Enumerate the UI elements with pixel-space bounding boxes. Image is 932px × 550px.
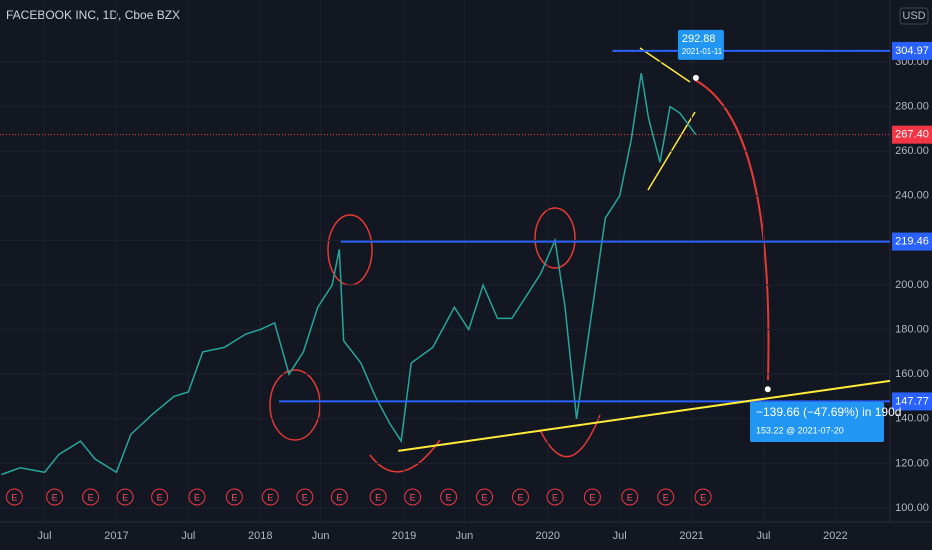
measure-label: 153.22 @ 2021-07-20 [756,425,844,435]
earnings-label: E [336,492,342,502]
level-tag [892,41,932,60]
callout-box [677,29,724,60]
earnings-label: E [52,492,58,502]
earnings-label: E [375,492,381,502]
earnings-marker [476,488,494,506]
x-tick-label: 2019 [392,530,416,542]
earnings-marker [404,488,422,506]
earnings-label: E [517,492,523,502]
earnings-label: E [122,492,128,502]
y-tick-label: 240.00 [895,190,929,202]
y-tick-label: 180.00 [895,323,929,335]
earnings-label: E [482,492,488,502]
target-point [764,386,771,393]
currency: USD [902,10,925,22]
x-tick-label: Jul [181,530,195,542]
x-tick-label: Jun [312,530,330,542]
level-label: 219.46 [895,235,929,247]
level-tag [892,232,932,251]
y-tick-label: 140.00 [895,413,929,425]
earnings-label: E [157,492,163,502]
level-tag [892,392,932,411]
earnings-marker [116,488,134,506]
earnings-marker [621,488,639,506]
earnings-marker [151,488,169,506]
earnings-label: E [231,492,237,502]
earnings-marker [330,488,348,506]
earnings-marker [261,488,279,506]
x-tick-label: 2020 [536,530,560,542]
earnings-marker [694,488,712,506]
level-label: 267.40 [895,129,929,141]
callout-point [692,74,699,81]
level-tag [892,125,932,144]
x-tick-label: 2022 [823,530,847,542]
earnings-label: E [552,492,558,502]
earnings-marker [5,488,23,506]
x-tick-label: 2021 [679,530,703,542]
price-line [1,73,697,476]
earnings-marker [225,488,243,506]
earnings-marker [546,488,564,506]
earnings-marker [188,488,206,506]
y-tick-label: 100.00 [895,502,929,514]
y-tick-label: 260.00 [895,145,929,157]
earnings-label: E [700,492,706,502]
earnings-label: E [267,492,273,502]
x-tick-label: 2017 [104,530,128,542]
y-tick-label: 160.00 [895,368,929,380]
y-tick-label: 280.00 [895,100,929,112]
earnings-label: E [589,492,595,502]
earnings-marker [440,488,458,506]
currency-box [899,7,929,25]
earnings-label: E [88,492,94,502]
callout-value: 292.88 [682,33,716,45]
earnings-marker [657,488,675,506]
earnings-label: E [446,492,452,502]
earnings-marker [511,488,529,506]
trendline [398,379,891,452]
earnings-marker [46,488,64,506]
earnings-label: E [410,492,416,502]
earnings-marker [296,488,314,506]
earnings-label: E [663,492,669,502]
level-label: 147.77 [895,395,929,407]
earnings-label: E [302,492,308,502]
y-tick-label: 120.00 [895,457,929,469]
x-tick-label: Jul [756,530,770,542]
x-tick-label: Jun [456,530,474,542]
chart-title: FACEBOOK INC, 1D, Cboe BZX [6,8,180,22]
measure-box [750,402,884,442]
earnings-marker [369,488,387,506]
earnings-marker [583,488,601,506]
x-tick-label: Jul [38,530,52,542]
callout-date: 2021-01-11 [682,47,723,56]
level-label: 304.97 [895,45,929,57]
y-tick-label: 300.00 [895,56,929,68]
earnings-marker [82,488,100,506]
earnings-label: E [627,492,633,502]
x-tick-label: 2018 [248,530,272,542]
x-tick-label: Jul [613,530,627,542]
earnings-label: E [194,492,200,502]
earnings-label: E [11,492,17,502]
y-tick-label: 200.00 [895,279,929,291]
measure-text: −139.66 (−47.69%) in 190d [756,405,901,419]
